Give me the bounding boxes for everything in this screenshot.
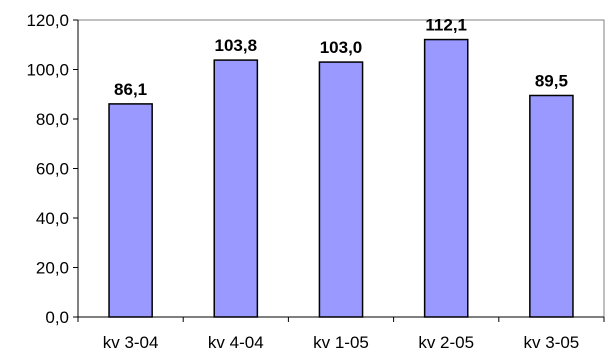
data-label-3: 103,0 (320, 38, 363, 57)
bars (108, 38, 574, 318)
y-tick-label: 0,0 (45, 308, 69, 327)
y-tick-label: 100,0 (26, 61, 69, 80)
x-category-label: kv 2-05 (418, 333, 474, 352)
bar-5 (529, 94, 574, 318)
y-tick-label: 120,0 (26, 11, 69, 30)
x-axis: kv 3-04 kv 4-04 kv 1-05 kv 2-05 kv 3-05 (77, 316, 605, 352)
y-tick-label: 60,0 (36, 160, 69, 179)
y-tick-label: 20,0 (36, 259, 69, 278)
x-category-label: kv 1-05 (313, 333, 369, 352)
x-category-label: kv 3-05 (524, 333, 580, 352)
data-labels: 86,1 103,8 103,0 112,1 89,5 (114, 16, 568, 99)
data-label-4: 112,1 (425, 16, 467, 35)
y-tick-label: 80,0 (36, 110, 69, 129)
bar-4 (423, 38, 469, 318)
x-category-label: kv 3-04 (103, 333, 159, 352)
data-label-1: 86,1 (114, 80, 147, 99)
y-tick-label: 40,0 (36, 209, 69, 228)
data-label-2: 103,8 (215, 36, 258, 55)
bar-2 (213, 59, 259, 318)
data-label-5: 89,5 (535, 71, 568, 90)
bar-3 (318, 61, 364, 318)
y-axis: 0,0 20,0 40,0 60,0 80,0 100,0 120,0 (26, 11, 79, 327)
x-category-label: kv 4-04 (208, 333, 264, 352)
bar-1 (108, 103, 153, 318)
